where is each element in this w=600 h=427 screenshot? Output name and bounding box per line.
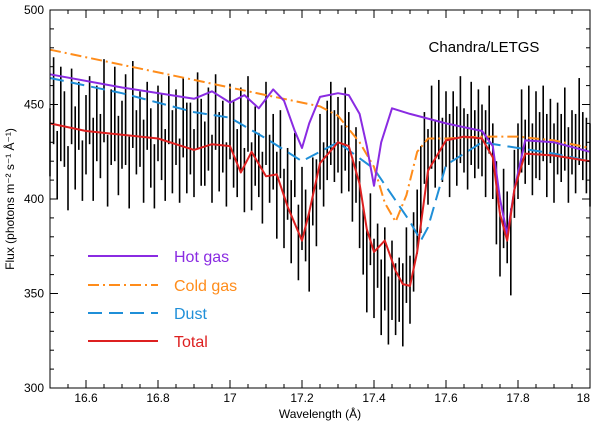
plot-frame [49, 9, 591, 389]
x-tick-label: 17.4 [362, 391, 386, 405]
x-tick-label: 17.8 [506, 391, 530, 405]
y-tick-labels: 300 350 400 450 500 [24, 3, 44, 395]
series-line-hot-gas [49, 73, 591, 236]
x-axis-label: Wavelength (Å) [279, 406, 361, 421]
series-line-cold-gas [49, 48, 591, 223]
x-tick-label: 18 [577, 391, 591, 405]
y-tick-label: 400 [24, 192, 44, 206]
model-curves [49, 48, 591, 287]
y-tick-label: 350 [24, 287, 44, 301]
legend-label-dust: Dust [174, 306, 207, 323]
axis-ticks [49, 9, 591, 389]
x-tick-labels: 16.6 16.8 17 17.2 17.4 17.6 17.8 18 [74, 391, 590, 405]
y-tick-label: 500 [24, 3, 44, 17]
legend-label-cold-gas: Cold gas [174, 278, 237, 295]
y-tick-label: 450 [24, 98, 44, 112]
legend-label-hot-gas: Hot gas [174, 249, 229, 266]
y-axis-label: Flux (photons m⁻² s⁻¹ Å⁻¹) [2, 128, 17, 270]
chart-title: Chandra/LETGS [429, 39, 540, 56]
y-tick-label: 300 [24, 381, 44, 395]
x-tick-label: 16.8 [146, 391, 170, 405]
series-line-total [49, 122, 591, 287]
legend-label-total: Total [174, 334, 208, 351]
series-line-dust [49, 77, 591, 242]
legend: Hot gas Cold gas Dust Total [88, 249, 237, 351]
observed-data-errorbars [49, 57, 591, 347]
x-tick-label: 17.2 [290, 391, 314, 405]
x-tick-label: 16.6 [74, 391, 98, 405]
x-tick-label: 17 [223, 391, 237, 405]
x-tick-label: 17.6 [434, 391, 458, 405]
